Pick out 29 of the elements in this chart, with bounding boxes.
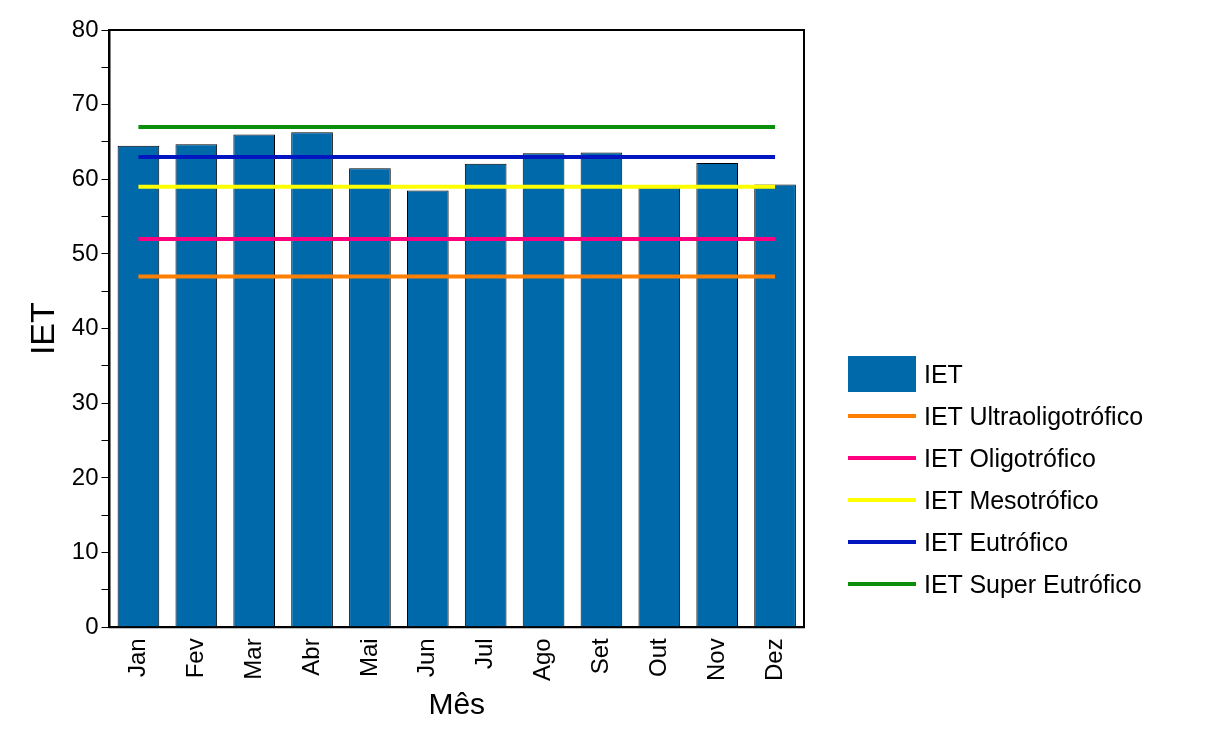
x-tick-label: Out — [643, 637, 671, 677]
y-tick-label: 70 — [71, 89, 99, 117]
x-tick-label: Abr — [296, 638, 324, 676]
x-tick-label: Set — [586, 637, 614, 675]
x-tick-label: Jan — [123, 638, 151, 677]
legend-label: IET Super Eutrófico — [924, 569, 1142, 599]
x-tick-label: Jun — [412, 638, 440, 677]
legend-label: IET Eutrófico — [924, 527, 1069, 557]
x-tick-label: Nov — [701, 638, 729, 681]
x-tick-label: Mai — [354, 638, 382, 677]
x-tick-label: Fev — [180, 638, 208, 679]
x-tick-label: Mar — [238, 638, 266, 680]
x-axis-title: Mês — [428, 687, 486, 721]
y-tick-label: 0 — [85, 611, 99, 639]
y-tick-label: 10 — [71, 537, 99, 565]
y-axis-title: IET — [22, 302, 61, 356]
y-tick-label: 40 — [71, 313, 99, 341]
y-tick-label: 50 — [71, 238, 99, 266]
x-tick-label: Jul — [470, 638, 498, 669]
legend-label: IET Oligotrófico — [924, 443, 1096, 473]
x-tick-label: Dez — [759, 638, 787, 681]
y-tick-label: 20 — [71, 462, 99, 490]
legend-label: IET Ultraoligotrófico — [924, 401, 1144, 431]
y-tick-label: 60 — [71, 163, 99, 191]
legend-label: IET Mesotrófico — [924, 485, 1099, 515]
y-tick-label: 30 — [71, 387, 99, 415]
legend-label: IET — [924, 359, 963, 389]
y-tick-label: 80 — [71, 14, 99, 42]
x-tick-label: Ago — [528, 638, 556, 681]
